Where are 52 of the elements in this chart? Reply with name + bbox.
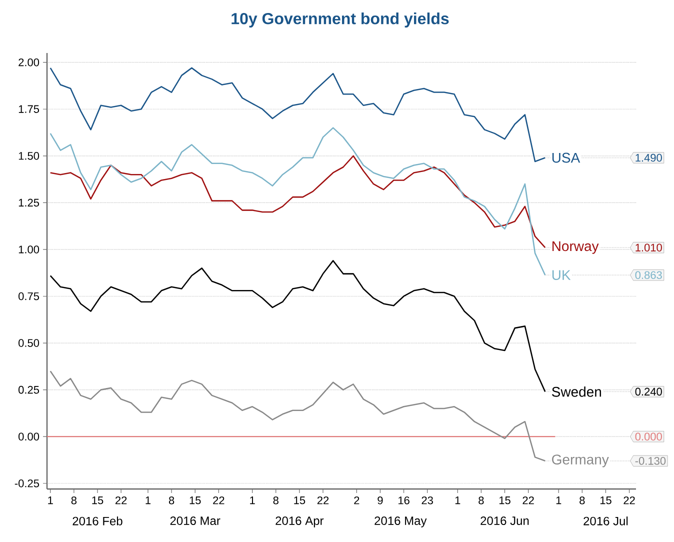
chart-title: 10y Government bond yields bbox=[232, 12, 449, 28]
series-label: Germany bbox=[552, 454, 609, 468]
x-tick-label: 1 bbox=[48, 496, 53, 504]
text: 2016 May bbox=[374, 516, 427, 528]
x-tick-label: 15 bbox=[190, 496, 201, 504]
annotation: 0.863 bbox=[635, 271, 662, 279]
text: 2016 Jul bbox=[584, 516, 628, 526]
x-tick-label: 22 bbox=[213, 496, 224, 504]
series-label: UK bbox=[552, 270, 571, 280]
x-tick-label: 22 bbox=[522, 496, 534, 504]
x-tick-label: 8 bbox=[580, 496, 585, 504]
series-label: Sweden bbox=[552, 386, 602, 397]
y-tick-label: -0.25 bbox=[14, 479, 40, 488]
x-tick-label: 2 bbox=[354, 496, 360, 504]
y-tick-label: 1.50 bbox=[18, 152, 40, 160]
y-tick-label: 0.00 bbox=[18, 432, 40, 440]
x-tick-label: 15 bbox=[294, 496, 306, 504]
annotation: -0.130 bbox=[635, 457, 666, 465]
series-label: USA bbox=[552, 152, 580, 163]
x-tick-label: 15 bbox=[600, 496, 612, 504]
y-tick-label: 0.75 bbox=[18, 292, 40, 300]
text: 2016 Feb bbox=[72, 516, 122, 526]
x-tick-label: 9 bbox=[378, 496, 383, 504]
y-tick-label: 1.75 bbox=[18, 105, 40, 113]
x-tick-label: 1 bbox=[556, 496, 562, 504]
y-tick-label: 0.25 bbox=[18, 386, 40, 394]
series-label: Norway bbox=[552, 241, 599, 254]
x-tick-label: 15 bbox=[92, 496, 104, 504]
x-tick-label: 22 bbox=[115, 496, 127, 504]
x-tick-label: 8 bbox=[478, 496, 484, 504]
y-tick-label: 0.50 bbox=[18, 339, 40, 347]
x-tick-label: 8 bbox=[168, 496, 174, 504]
x-tick-label: 22 bbox=[317, 496, 329, 504]
x-tick-label: 1 bbox=[455, 496, 460, 504]
text: 2016 Apr bbox=[276, 516, 324, 528]
annotation: 0.240 bbox=[635, 388, 662, 396]
text: 2016 Jun bbox=[480, 516, 529, 526]
x-tick-label: 22 bbox=[624, 496, 635, 504]
y-tick-label: 1.00 bbox=[18, 246, 40, 254]
y-tick-label: 2.00 bbox=[18, 58, 40, 66]
ref-line-label: 0.000 bbox=[635, 432, 662, 440]
annotation: 1.490 bbox=[636, 154, 662, 162]
x-tick-label: 8 bbox=[273, 496, 278, 504]
text: 2016 Mar bbox=[170, 516, 220, 526]
y-tick-label: 1.25 bbox=[18, 198, 40, 207]
annotation: 1.010 bbox=[636, 244, 662, 252]
x-tick-label: 1 bbox=[250, 496, 255, 504]
x-tick-label: 16 bbox=[398, 496, 410, 504]
x-tick-label: 23 bbox=[422, 496, 433, 504]
x-tick-label: 15 bbox=[499, 496, 510, 504]
x-tick-label: 1 bbox=[146, 496, 150, 504]
x-tick-label: 8 bbox=[71, 496, 77, 504]
